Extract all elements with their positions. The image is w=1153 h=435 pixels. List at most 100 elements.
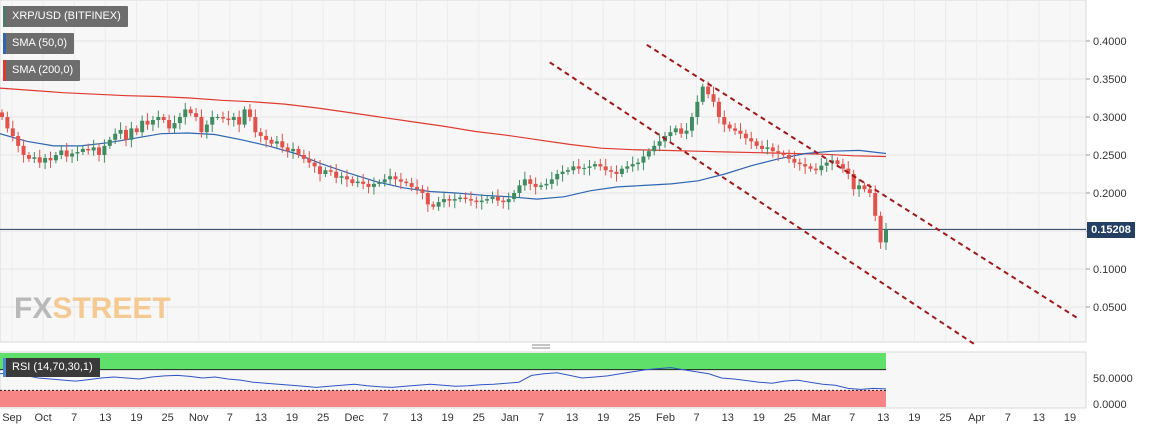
candle-body (425, 193, 430, 205)
candle-body (21, 145, 26, 155)
candle-body (48, 158, 53, 161)
candle-body (59, 150, 64, 155)
candle-body (619, 168, 624, 174)
candle-body (156, 117, 161, 121)
candle-body (749, 138, 754, 142)
x-tick-label: 13 (877, 412, 889, 424)
candle-body (5, 117, 10, 129)
candle-body (819, 165, 824, 171)
candle-body (134, 128, 139, 133)
candle-body (53, 155, 58, 161)
candle-body (204, 124, 209, 133)
x-axis: Sep Oct 7 13 19 25 Nov 7 13 19 25 Dec 7 13 19 25 Jan 7 13 1… (2, 412, 1076, 424)
x-tick-label: 25 (161, 412, 173, 424)
candle-body (350, 179, 355, 184)
candle-body (393, 176, 398, 180)
x-tick-label: 13 (410, 412, 422, 424)
candle-body (10, 128, 15, 136)
x-tick-label: Jan (501, 412, 519, 424)
x-tick-label: 25 (317, 412, 329, 424)
candle-body (43, 158, 48, 163)
sma200-swatch (3, 60, 6, 81)
candle-body (296, 148, 301, 155)
candle-body (70, 153, 75, 157)
candle-body (733, 128, 738, 131)
candle-body (587, 166, 592, 168)
candle-body (544, 183, 549, 186)
candle-body (226, 118, 231, 121)
candle-body (803, 164, 808, 167)
candle-body (366, 183, 371, 187)
candle-body (603, 166, 608, 171)
channel-lower-line (549, 61, 977, 346)
candle-body (716, 101, 721, 117)
x-tick-label: 13 (566, 412, 578, 424)
candle-body (344, 176, 349, 180)
x-tick-label: 7 (227, 412, 233, 424)
candle-body (458, 197, 463, 200)
x-tick-label: 19 (442, 412, 454, 424)
candle-body (689, 117, 694, 131)
x-tick-label: 25 (628, 412, 640, 424)
candle-body (172, 123, 177, 129)
x-tick-label: 13 (1033, 412, 1045, 424)
candle-body (167, 120, 172, 129)
x-tick-label: Oct (35, 412, 52, 424)
candle-body (447, 199, 452, 201)
candle-body (312, 162, 317, 167)
candle-body (506, 199, 511, 203)
candle-body (555, 174, 560, 180)
candle-body (371, 183, 376, 187)
x-tick-label: 19 (908, 412, 920, 424)
candle-body (16, 136, 21, 146)
candle-body (242, 109, 247, 125)
trend-channel (549, 43, 1079, 346)
sma50-swatch (3, 33, 6, 54)
candle-body (210, 117, 215, 125)
sma50-label: SMA (50,0) (12, 37, 68, 49)
candle-body (490, 196, 495, 200)
x-tick-label: 7 (1005, 412, 1011, 424)
y-tick-label: 0.1000 (1093, 264, 1127, 276)
candle-body (398, 179, 403, 182)
candle-body (274, 141, 279, 144)
rsi-legend[interactable]: RSI (14,70,30,1) (3, 358, 100, 377)
candle-body (835, 160, 840, 165)
candle-body (479, 200, 484, 203)
candle-body (884, 229, 888, 243)
symbol-legend[interactable]: XRP/USD (BITFINEX) (3, 6, 128, 27)
candle-body (264, 136, 269, 140)
candle-body (695, 101, 700, 117)
candle-body (560, 171, 565, 174)
candle-body (140, 120, 145, 133)
sma50-legend[interactable]: SMA (50,0) (3, 33, 75, 54)
candle-body (539, 185, 544, 187)
sma200-legend[interactable]: SMA (200,0) (3, 60, 81, 81)
candle-body (231, 117, 236, 121)
candle-body (269, 139, 274, 144)
x-tick-label: Sep (2, 412, 22, 424)
candles (0, 81, 888, 250)
candle-body (328, 170, 333, 172)
candle-body (862, 185, 867, 190)
candle-body (26, 155, 31, 159)
candle-body (161, 117, 166, 121)
candle-body (786, 155, 791, 159)
candle-body (657, 141, 662, 146)
candle-body (431, 204, 436, 207)
candle-body (318, 166, 323, 174)
rsi-swatch (3, 358, 6, 377)
rsi-label: RSI (14,70,30,1) (12, 361, 93, 373)
candle-body (711, 94, 716, 102)
sma200-label: SMA (200,0) (12, 64, 74, 76)
candle-body (280, 141, 285, 148)
sma200-line (0, 87, 887, 158)
rsi-overbought-zone (0, 353, 886, 370)
x-tick-label: Dec (345, 412, 365, 424)
candle-body (582, 167, 587, 169)
candle-body (792, 158, 797, 163)
candle-body (452, 199, 457, 201)
y-tick-label: 0.4000 (1093, 36, 1127, 48)
